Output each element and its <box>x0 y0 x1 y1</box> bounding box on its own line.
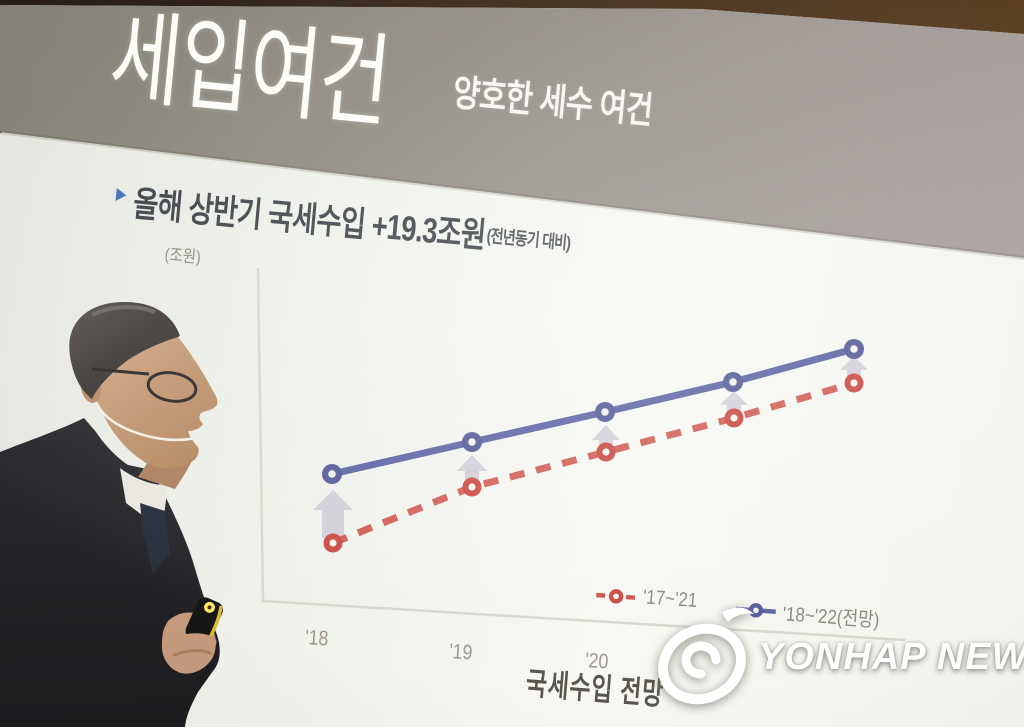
band-bottom-shadow <box>0 130 1024 260</box>
legend-red-marker-icon <box>596 588 637 604</box>
finger-shadow <box>172 649 212 657</box>
title-band <box>0 5 1024 258</box>
series-red-line <box>323 373 864 553</box>
glasses <box>91 367 198 403</box>
wall-top <box>0 0 1024 34</box>
legend-item-red: '17~'21 <box>595 583 707 614</box>
increase-arrows <box>313 356 868 538</box>
headset-mic-wire <box>94 401 197 442</box>
headset-mic-tip <box>194 432 206 444</box>
face <box>92 337 218 469</box>
series-blue-line <box>322 339 864 484</box>
watermark-text: YONHAP NEWS <box>758 636 1024 678</box>
tie <box>140 503 170 574</box>
series-blue-markers <box>322 339 864 484</box>
yonhap-logo-icon <box>658 607 754 705</box>
hair-highlight <box>91 304 156 317</box>
fingers <box>166 633 217 650</box>
hair <box>69 301 180 399</box>
series-red-markers <box>323 373 864 553</box>
